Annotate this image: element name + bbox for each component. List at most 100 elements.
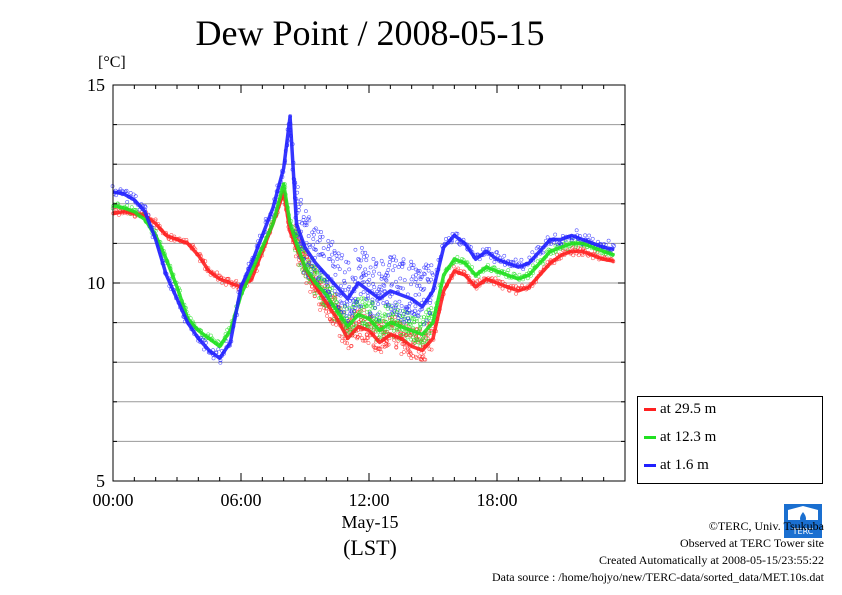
scatter-point	[513, 257, 518, 262]
scatter-point	[326, 239, 331, 243]
scatter-point	[353, 247, 358, 252]
scatter-point	[495, 250, 499, 255]
scatter-point	[334, 300, 339, 305]
scatter-point	[335, 264, 340, 269]
scatter-point	[297, 263, 302, 268]
scatter-point	[374, 260, 379, 265]
scatter-point	[355, 301, 360, 306]
scatter-point	[315, 270, 320, 275]
scatter-point	[124, 188, 129, 193]
scatter-point	[371, 281, 375, 286]
scatter-point	[395, 310, 399, 314]
scatter-point	[226, 276, 231, 281]
scatter-point	[321, 246, 326, 251]
scatter-point	[380, 316, 385, 321]
scatter-point	[545, 235, 550, 240]
scatter-point	[383, 273, 388, 277]
scatter-point	[330, 290, 335, 295]
scatter-point	[428, 300, 432, 305]
series-line	[112, 182, 615, 349]
scatter-point	[355, 299, 360, 304]
x-tick-label: 06:00	[220, 490, 261, 510]
scatter-point	[319, 272, 324, 277]
scatter-point	[429, 347, 434, 352]
scatter-point	[345, 341, 350, 346]
scatter-point	[358, 292, 363, 297]
scatter-point	[215, 270, 219, 275]
y-axis-unit: [°C]	[98, 54, 126, 71]
scatter-point	[399, 352, 404, 356]
scatter-point	[316, 229, 321, 234]
scatter-point	[302, 270, 307, 275]
scatter-point	[376, 302, 381, 306]
scatter-point	[407, 304, 412, 309]
scatter-point	[347, 267, 352, 272]
scatter-point	[379, 287, 384, 292]
scatter-point	[521, 267, 526, 272]
legend-swatch-red	[644, 408, 656, 412]
scatter-point	[360, 321, 365, 326]
scatter-point	[373, 264, 378, 269]
scatter-point	[372, 306, 377, 311]
scatter-point	[345, 328, 350, 332]
axis-ticks: 5 10 15 00:00 06:00 12:00 18:00	[87, 75, 626, 510]
scatter-point	[402, 278, 407, 283]
grid-lines	[113, 124, 625, 442]
scatter-point	[329, 243, 333, 247]
scatter-point	[378, 290, 383, 295]
scatter-point	[361, 290, 366, 295]
scatter-point	[366, 296, 370, 301]
scatter-point	[365, 304, 369, 308]
scatter-point	[153, 217, 158, 222]
scatter-point	[361, 280, 366, 285]
scatter-point	[422, 265, 427, 270]
scatter-point	[375, 289, 380, 294]
scatter-point	[574, 228, 579, 233]
scatter-point	[370, 301, 375, 306]
scatter-point	[417, 283, 422, 288]
scatter-point	[360, 245, 364, 250]
scatter-point	[363, 267, 368, 272]
scatter-point	[312, 232, 316, 237]
scatter-point	[487, 247, 492, 251]
scatter-point	[413, 293, 418, 297]
scatter-point	[413, 340, 417, 345]
scatter-point	[383, 330, 388, 335]
scatter-point	[451, 264, 456, 269]
scatter-point	[413, 280, 418, 284]
scatter-point	[527, 255, 532, 260]
scatter-point	[317, 273, 322, 278]
scatter-point	[427, 331, 431, 336]
legend-label: at 12.3 m	[660, 429, 717, 445]
scatter-point	[342, 278, 347, 283]
scatter-point	[380, 319, 384, 324]
scatter-point	[317, 238, 322, 243]
scatter-point	[477, 278, 482, 283]
scatter-point	[390, 282, 395, 287]
scatter-point	[420, 340, 425, 345]
scatter-point	[428, 311, 432, 316]
scatter-point	[347, 306, 352, 311]
scatter-point	[299, 197, 303, 202]
scatter-point	[337, 267, 342, 272]
scatter-point	[330, 259, 335, 264]
scatter-point	[406, 316, 410, 321]
scatter-point	[424, 318, 429, 323]
scatter-point	[390, 303, 394, 308]
scatter-point	[346, 346, 351, 351]
scatter-point	[396, 265, 401, 269]
scatter-point	[413, 304, 418, 309]
legend-swatch-blue	[644, 464, 656, 468]
scatter-point	[520, 283, 524, 288]
scatter-point	[385, 302, 390, 307]
scatter-point	[456, 266, 460, 271]
scatter-point	[346, 260, 351, 265]
scatter-point	[386, 268, 391, 272]
scatter-point	[344, 259, 349, 264]
scatter-point	[424, 266, 428, 271]
scatter-point	[309, 266, 314, 271]
scatter-point	[339, 283, 343, 288]
legend-label: at 1.6 m	[660, 457, 709, 473]
scatter-point	[401, 257, 406, 262]
scatter-point	[359, 309, 364, 314]
